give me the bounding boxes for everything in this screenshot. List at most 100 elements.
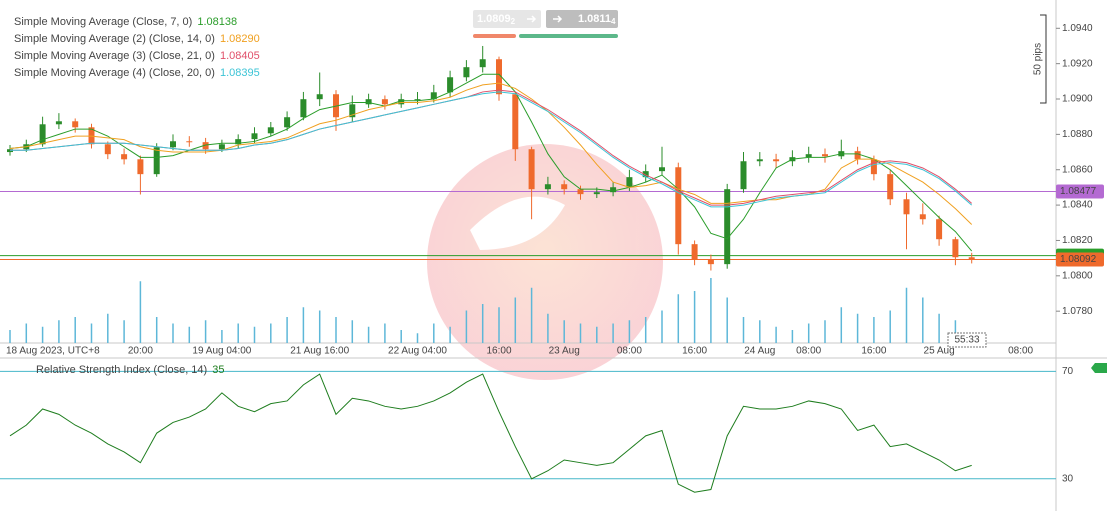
x-tick-label: 21 Aug 16:00	[290, 346, 349, 357]
y-tick-label: 1.0940	[1062, 23, 1093, 34]
main-panel: 1.0780 1.0800 1.0820 1.0840 1.0860 1.0880 1.09…	[0, 16, 1104, 357]
candle-body	[740, 161, 747, 190]
candle-body	[479, 59, 486, 68]
rsi-name: Relative Strength Index (Close, 14)	[36, 364, 207, 376]
watermark	[427, 144, 663, 380]
candle-body	[610, 187, 617, 193]
rsi-value: 35	[212, 364, 224, 376]
x-tick-label: 18 Aug 2023, UTC+8	[6, 346, 100, 357]
legend-entry: Simple Moving Average (3) (Close, 21, 0)…	[14, 50, 260, 62]
candle-body	[349, 104, 356, 118]
legend-entry: Simple Moving Average (2) (Close, 14, 0)…	[14, 33, 260, 45]
candle-body	[659, 167, 665, 172]
y-tick-label: 1.0860	[1062, 164, 1093, 175]
x-tick-label: 08:00	[1008, 346, 1033, 357]
candle-body	[267, 127, 274, 134]
legend-name: Simple Moving Average (Close, 7, 0)	[14, 16, 192, 28]
y-tick-label: 1.0900	[1062, 94, 1093, 105]
candle-body	[675, 167, 682, 245]
y-tick-label: 1.0800	[1062, 270, 1093, 281]
x-tick-label: 08:00	[796, 346, 821, 357]
candle-body	[936, 219, 943, 240]
price-label-box	[1056, 252, 1104, 267]
ask-price: 1.08114	[578, 13, 616, 26]
candle-body	[39, 124, 46, 145]
candle-body	[952, 239, 959, 258]
candle-body	[822, 154, 828, 157]
quote-buttons[interactable]: 1.08092 1.08114	[473, 10, 618, 38]
bid-bar	[473, 34, 516, 38]
legend-value: 1.08395	[220, 67, 260, 79]
candle-body	[724, 189, 731, 265]
x-tick-label: 16:00	[682, 346, 707, 357]
rsi-legend: Relative Strength Index (Close, 14) 35	[36, 364, 224, 376]
candle-body	[104, 144, 111, 155]
moving-average-line	[9, 73, 973, 252]
pips-bracket	[1040, 14, 1047, 104]
candle-body	[153, 147, 160, 175]
x-tick-label: 22 Aug 04:00	[388, 346, 447, 357]
candle-body	[528, 149, 535, 190]
candle-body	[447, 77, 454, 93]
candle-body	[170, 141, 176, 148]
x-tick-label: 25 Aug	[924, 346, 955, 357]
price-label: 1.08477	[1060, 186, 1097, 197]
candle-body	[430, 92, 437, 100]
moving-average-line	[9, 82, 973, 225]
y-tick-label: 1.0920	[1062, 58, 1093, 69]
candle-body	[919, 214, 926, 220]
bid-price: 1.08092	[477, 13, 516, 26]
legend-value: 1.08290	[220, 33, 260, 45]
candle-body	[316, 94, 323, 100]
candle-body	[202, 142, 209, 150]
rsi-panel: 30 70 Relative Strength Index (Close, 14) 3…	[0, 364, 1074, 493]
candle-body	[626, 177, 633, 188]
candle-body	[251, 133, 258, 140]
x-tick-label: 16:00	[486, 346, 511, 357]
candle-body	[512, 94, 519, 150]
ask-button[interactable]	[546, 10, 618, 28]
y-tick-label: 1.0820	[1062, 235, 1093, 246]
candle-body	[773, 159, 780, 162]
legend-name: Simple Moving Average (4) (Close, 20, 0)	[14, 67, 215, 79]
x-tick-label: 20:00	[128, 346, 153, 357]
y-tick-label: 70	[1062, 366, 1074, 377]
y-tick-label: 1.0840	[1062, 200, 1093, 211]
candle-body	[561, 184, 568, 190]
rsi-line	[9, 373, 972, 493]
price-label-box	[1056, 184, 1104, 199]
candle-body	[496, 59, 502, 95]
candle-body	[284, 117, 291, 128]
moving-average-line	[10, 91, 973, 208]
candle-body	[903, 199, 910, 215]
arrow-icon	[553, 15, 563, 23]
candle-body	[805, 154, 812, 158]
pips-label: 50 pips	[1033, 43, 1044, 75]
candle-body	[707, 259, 714, 265]
candle-body	[121, 154, 128, 160]
candle-body	[235, 139, 242, 145]
candle-body	[398, 99, 405, 105]
countdown: 55:33	[954, 335, 979, 346]
x-tick-label: 23 Aug	[549, 346, 580, 357]
y-tick-label: 30	[1062, 473, 1074, 484]
candle-body	[55, 121, 62, 125]
legend-entry: Simple Moving Average (4) (Close, 20, 0)…	[14, 67, 260, 79]
candle-body	[544, 184, 551, 190]
candle-body	[414, 99, 421, 101]
candle-body	[218, 144, 225, 150]
candle-body	[463, 67, 470, 78]
candle-body	[756, 159, 763, 162]
candle-body	[887, 174, 894, 200]
x-tick-label: 24 Aug	[744, 346, 775, 357]
legend-value: 1.08138	[197, 16, 237, 28]
legend-name: Simple Moving Average (3) (Close, 21, 0)	[14, 50, 215, 62]
legend-value: 1.08405	[220, 50, 260, 62]
countdown-box	[947, 332, 987, 348]
bid-button[interactable]	[473, 10, 541, 28]
candle-body	[593, 192, 600, 195]
candle-body	[72, 121, 79, 128]
candle-body	[381, 99, 388, 105]
